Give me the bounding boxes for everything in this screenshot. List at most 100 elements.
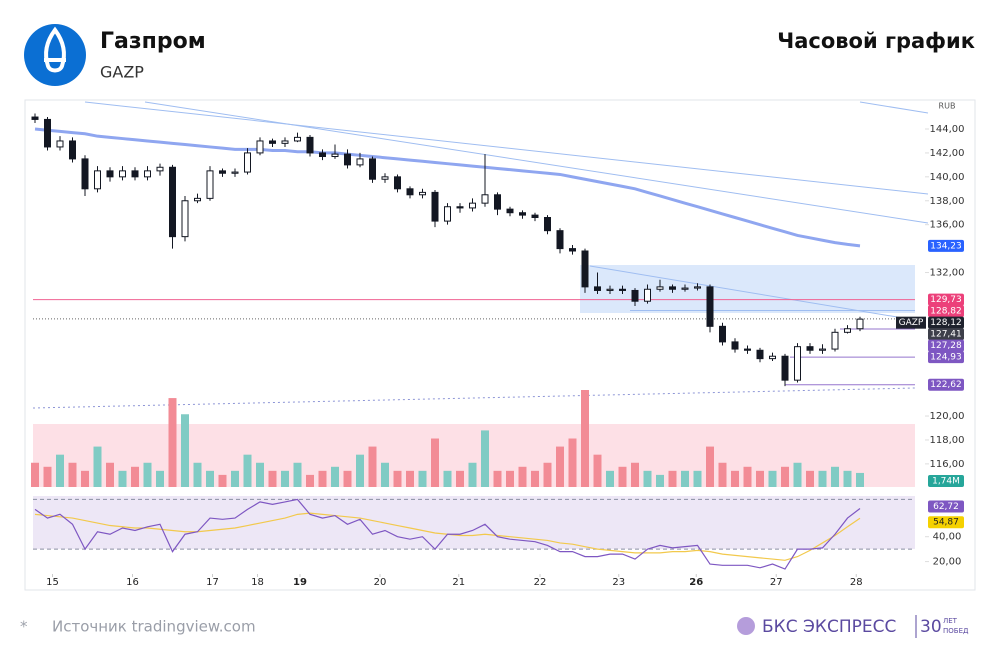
x-tick-label: 16 [126, 577, 139, 588]
volume-bar [768, 470, 777, 487]
volume-bar [631, 462, 639, 487]
x-tick-label: 15 [46, 577, 59, 588]
volume-bar [168, 398, 177, 487]
candle-body [344, 153, 351, 166]
volume-bar [718, 462, 727, 487]
logo [24, 24, 86, 86]
candle-body [694, 286, 701, 289]
candle-body [331, 153, 339, 158]
volume-bar [731, 470, 739, 487]
candle-body [594, 286, 601, 291]
y-tick-label: 116,00 [930, 459, 965, 470]
volume-bar [856, 472, 864, 487]
candle-body [481, 194, 489, 204]
candle-body [756, 349, 764, 360]
candle-body [781, 355, 789, 381]
candle-body [681, 287, 689, 290]
volume-bar [443, 470, 452, 487]
candle-body [306, 136, 314, 154]
range-box [580, 265, 915, 313]
volume-bar [581, 390, 589, 487]
candle-body [144, 170, 151, 178]
candle-body [856, 318, 864, 330]
y-tick-label: 140,00 [930, 172, 965, 183]
y-tick-label: 136,00 [930, 220, 965, 231]
x-tick-label: 19 [293, 577, 307, 588]
candle-body [769, 355, 776, 360]
volume-bar [281, 470, 289, 487]
company-name: Газпром [100, 29, 206, 54]
volume-bar [43, 466, 52, 487]
volume-bar [606, 470, 614, 487]
candle-body [181, 200, 189, 238]
volume-bar [193, 462, 202, 487]
candle-body [56, 140, 64, 148]
candle-body [719, 325, 726, 343]
candle-body [669, 286, 676, 290]
x-tick-label: 17 [206, 577, 219, 588]
price-label: 129,73 [930, 295, 962, 305]
price-label-bg [928, 328, 964, 341]
candle-body [69, 140, 76, 160]
brand-years: 30 [920, 617, 942, 637]
candle-body [219, 170, 226, 174]
price-label: 127,41 [930, 330, 962, 340]
candle-body [319, 152, 326, 158]
candle-body [556, 230, 564, 250]
volume-bar [618, 466, 627, 487]
candle-body [256, 140, 264, 154]
volume-bar [531, 470, 539, 487]
label-tag [896, 316, 926, 329]
label-name: GAZP [899, 318, 924, 328]
candle-body [531, 214, 539, 219]
volume-bar [318, 470, 327, 487]
volume-bar [93, 446, 102, 487]
ticker: GAZP [100, 63, 144, 82]
brand-icon [737, 617, 755, 635]
rsi-tick-label: 20,00 [933, 557, 962, 568]
volume-bar [231, 470, 239, 487]
price-label: 127,28 [930, 341, 962, 351]
volume-bar [593, 454, 602, 487]
candle-body [794, 346, 801, 381]
rsi-label: 54,87 [933, 518, 959, 528]
rsi-bg [33, 496, 915, 549]
candle-body [31, 116, 39, 120]
candle-body [469, 202, 476, 209]
brand-years-bottom: ПОБЕД [943, 627, 969, 635]
candle-body [406, 188, 414, 196]
volume-bar [706, 446, 714, 487]
rsi-line [34, 498, 861, 570]
volume-bar [131, 466, 139, 487]
volume-label-bg [928, 475, 964, 487]
volume-bar [56, 454, 64, 487]
volume-bar [568, 438, 577, 487]
candle-body [444, 206, 451, 222]
volume-bar [556, 446, 564, 487]
y-tick-label: 132,00 [930, 268, 965, 279]
volume-bar [818, 470, 827, 487]
volume-bar [681, 470, 689, 487]
volume-bar [31, 462, 39, 487]
y-tick-label: 138,00 [930, 196, 965, 207]
price-label: 128,12 [930, 318, 962, 328]
volume-bar [843, 470, 852, 487]
y-tick-label: 120,00 [930, 411, 965, 422]
price-label-bg [928, 351, 964, 364]
candle-body [44, 118, 51, 148]
candle-body [156, 166, 164, 172]
candle-body [806, 346, 814, 351]
price-label-bg [928, 316, 964, 329]
volume-bar [218, 474, 227, 487]
currency: RUB [939, 102, 956, 111]
price-label-bg [928, 239, 964, 252]
price-label: 128,82 [930, 307, 962, 317]
candle-body [506, 208, 514, 214]
x-tick-label: 20 [374, 577, 387, 588]
candle-body [644, 288, 651, 302]
volume-bar [743, 466, 752, 487]
candle-body [569, 248, 576, 252]
price-label-bg [928, 378, 964, 391]
candle-body [456, 206, 464, 209]
